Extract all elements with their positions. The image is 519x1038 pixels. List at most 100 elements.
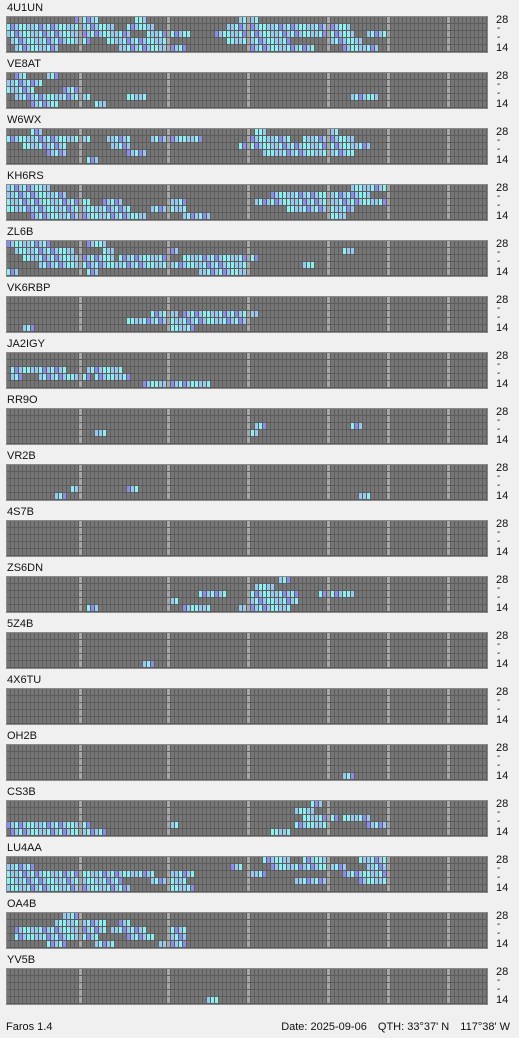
grid-cell [55,157,58,163]
grid-cell [143,381,146,387]
grid-cell [439,325,442,331]
grid-cell [411,325,414,331]
grid-cell [31,87,34,93]
grid-cell [135,129,138,135]
grid-cell [319,94,322,100]
grid-cell [71,472,74,478]
grid-cell [103,73,106,79]
grid-cell [115,185,118,191]
grid-cell [319,206,322,212]
grid-cell [399,311,402,317]
grid-cell [427,206,430,212]
grid-cell [43,192,46,198]
grid-cell [55,465,58,471]
grid-cell [387,318,390,324]
grid-cell [327,465,330,471]
grid-cell [7,374,10,380]
grid-cell [15,31,18,37]
grid-cell [399,304,402,310]
grid-cell [363,437,366,443]
grid-cell [267,143,270,149]
grid-cell [115,73,118,79]
grid-cell [219,129,222,135]
grid-cell [207,367,210,373]
grid-cell [483,94,486,100]
grid-cell [199,325,202,331]
grid-cell [83,73,86,79]
grid-cell [355,241,358,247]
grid-cell [447,24,450,30]
grid-cell [363,262,366,268]
beacon-callsign: KH6RS [7,170,44,182]
grid-cell [295,437,298,443]
grid-cell [235,416,238,422]
grid-cell [483,311,486,317]
grid-cell [59,360,62,366]
grid-cell [479,430,482,436]
grid-cell [207,129,210,135]
grid-cell [131,416,134,422]
grid-cell [39,297,42,303]
grid-cell [203,185,206,191]
grid-cell [263,87,266,93]
grid-cell [23,325,26,331]
grid-cell [71,465,74,471]
grid-cell [335,416,338,422]
grid-cell [119,367,122,373]
grid-cell [99,297,102,303]
grid-cell [395,437,398,443]
grid-cell [315,269,318,275]
grid-cell [431,465,434,471]
grid-cell [375,150,378,156]
grid-cell [315,353,318,359]
grid-cell [355,101,358,107]
grid-cell [163,150,166,156]
grid-cell [51,353,54,359]
grid-cell [263,262,266,268]
grid-cell [175,87,178,93]
grid-cell [223,45,226,51]
grid-cell [247,367,250,373]
grid-cell [199,437,202,443]
grid-cell [339,311,342,317]
grid-cell [123,367,126,373]
grid-cell [187,80,190,86]
grid-cell [443,465,446,471]
grid-cell [423,367,426,373]
grid-cell [347,80,350,86]
grid-cell [227,80,230,86]
grid-cell [395,262,398,268]
grid-cell [175,423,178,429]
grid-cell [151,87,154,93]
grid-cell [103,248,106,254]
grid-cell [255,94,258,100]
grid-cell [91,143,94,149]
grid-cell [11,38,14,44]
grid-cell [279,129,282,135]
grid-cell [7,24,10,30]
grid-cell [331,374,334,380]
grid-cell [171,360,174,366]
grid-cell [479,185,482,191]
grid-cell [215,311,218,317]
grid-cell [91,360,94,366]
grid-cell [395,45,398,51]
grid-cell [275,304,278,310]
grid-cell [331,87,334,93]
grid-cell [331,157,334,163]
grid-cell [291,101,294,107]
grid-cell [63,206,66,212]
grid-cell [231,367,234,373]
grid-cell [51,24,54,30]
axis-label-14: 14 [496,322,509,334]
grid-cell [199,17,202,23]
grid-cell [39,269,42,275]
grid-cell [271,185,274,191]
grid-cell [343,465,346,471]
grid-cell [279,465,282,471]
grid-cell [323,143,326,149]
grid-cell [375,185,378,191]
grid-cell [35,311,38,317]
grid-cell [167,304,170,310]
grid-cell [55,297,58,303]
